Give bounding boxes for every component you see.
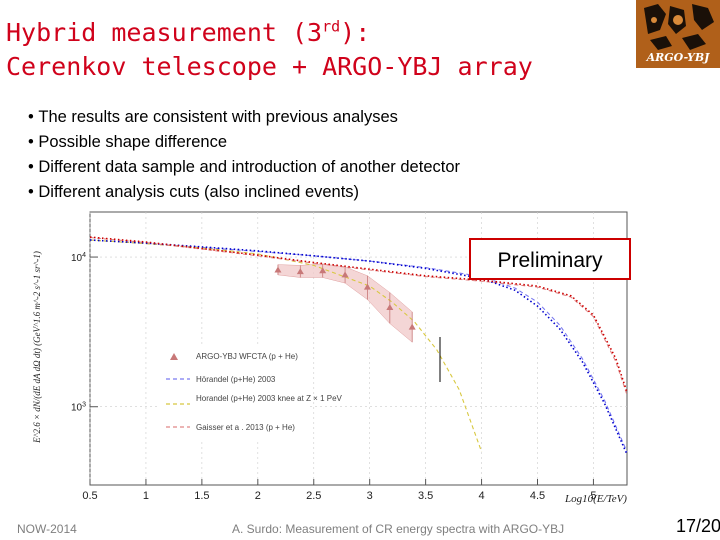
x-tick-label: 4.5 [530, 490, 545, 502]
legend-label-argo: ARGO-YBJ WFCTA (p + He) [196, 352, 298, 361]
x-tick-label: 3 [367, 490, 373, 502]
x-tick-label: 3.5 [418, 490, 433, 502]
footer-conference: NOW-2014 [17, 522, 77, 536]
point-layer [274, 263, 416, 343]
chart-legend: ARGO-YBJ WFCTA (p + He) Hörandel (p+He) … [160, 347, 343, 441]
title-superscript: rd [322, 18, 341, 36]
x-tick-label: 2 [255, 490, 261, 502]
legend-background [160, 347, 310, 441]
data-point [296, 268, 304, 275]
y-tick-exponent: 3 [82, 402, 86, 409]
preliminary-label: Preliminary [497, 249, 603, 272]
footer-talk-title: A. Surdo: Measurement of CR energy spect… [232, 522, 565, 536]
logo-text: ARGO-YBJ [646, 51, 710, 64]
y-axis-label: E^2.6 × dN/(dE dA dΩ dt) (GeV^1.6 m^-2 s… [32, 251, 42, 444]
bullet-item: Possible shape difference [28, 130, 460, 155]
page-total: 20 [701, 516, 720, 536]
y-tick-exponent: 4 [82, 252, 86, 259]
legend-label-horandel: Hörandel (p+He) 2003 [196, 375, 276, 384]
slide-title-line2: Cerenkov telescope + ARGO-YBJ array [6, 52, 533, 82]
x-tick-label: 1.5 [194, 490, 209, 502]
bullet-item: Different data sample and introduction o… [28, 155, 460, 180]
page-current: 17 [676, 516, 697, 536]
logo-artwork [636, 0, 720, 68]
x-tick-label: 2.5 [306, 490, 321, 502]
data-point [341, 271, 349, 278]
bullet-item: Different analysis cuts (also inclined e… [28, 180, 460, 205]
preliminary-box [469, 238, 631, 280]
preliminary-stamp: Preliminary [469, 238, 631, 280]
data-point [319, 267, 327, 274]
data-point [363, 283, 371, 290]
x-tick-label: 0.5 [82, 490, 97, 502]
title-line1-end: ): [340, 18, 371, 48]
x-tick-label: 5 [590, 490, 596, 502]
bullet-list: The results are consistent with previous… [28, 105, 460, 205]
x-tick-label: 4 [479, 490, 485, 502]
series-layer [89, 236, 628, 455]
legend-label-horandel-knee: Horandel (p+He) 2003 knee at Z × 1 PeV [196, 394, 343, 403]
x-axis-label: Log10(E/TeV) [564, 493, 627, 505]
series-blue-dotted [89, 239, 628, 455]
slide-title: Hybrid measurement (3rd): Cerenkov teles… [6, 10, 626, 84]
data-point [274, 266, 282, 273]
bullet-item: The results are consistent with previous… [28, 105, 460, 130]
page-number: 17/20 [676, 516, 720, 537]
slide-title-line1: Hybrid measurement (3rd): [6, 18, 370, 47]
title-line1-text: Hybrid measurement (3 [6, 18, 323, 48]
data-point [386, 304, 394, 311]
legend-label-gaisser: Gaisser et a . 2013 (p + He) [196, 423, 295, 432]
data-point [408, 323, 416, 330]
legend-marker-data [170, 353, 178, 360]
x-tick-layer: 0.5 1 1.5 2 2.5 3 3.5 4 4.5 5 [82, 479, 597, 502]
page-separator: / [696, 516, 702, 536]
x-tick-label: 1 [143, 490, 149, 502]
series-red-dotted [89, 236, 628, 393]
argo-ybj-logo: ARGO-YBJ [636, 0, 720, 68]
spectrum-chart: 0.5 1 1.5 2 2.5 3 3.5 4 4.5 5 103 104 Preliminary … [0, 207, 640, 505]
